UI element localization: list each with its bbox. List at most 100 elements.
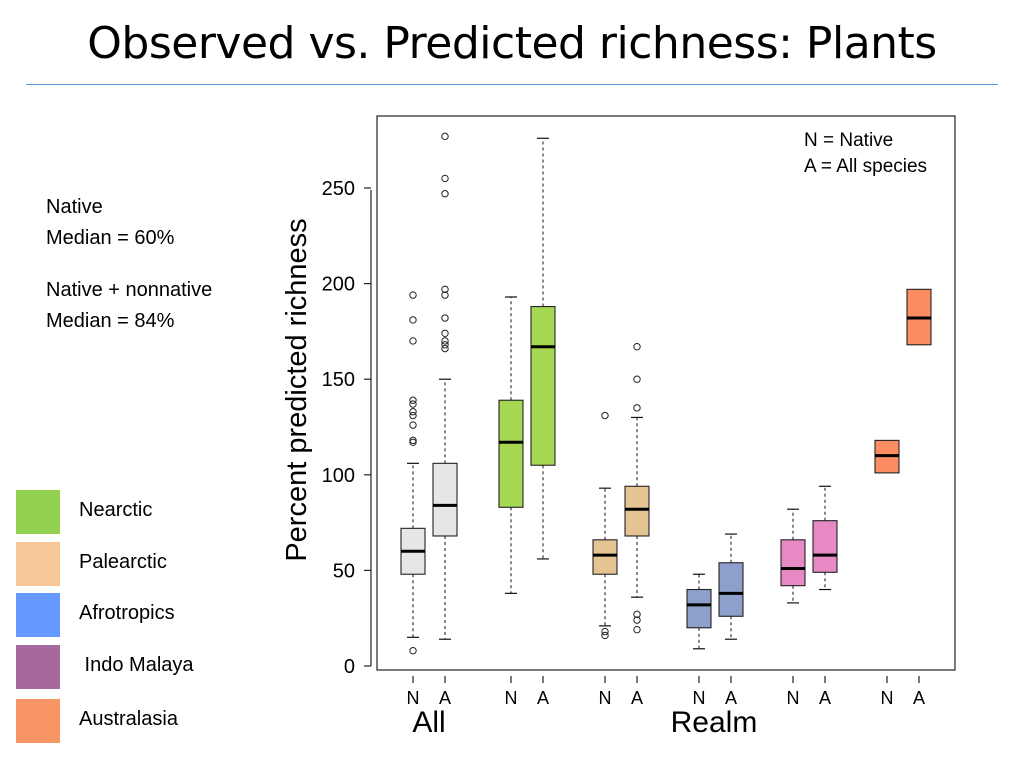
legend-item-nearctic: Nearctic: [16, 490, 276, 534]
outlier-point: [633, 404, 641, 412]
box-afrotropics-n: [686, 573, 712, 650]
box-australasia-n: [874, 439, 900, 474]
box-afrotropics-a: [718, 533, 744, 640]
outlier-point: [409, 408, 417, 416]
slide-title: Observed vs. Predicted richness: Plants: [87, 18, 937, 69]
outlier-point: [601, 627, 609, 636]
legend-swatch-palearctic: [16, 542, 60, 586]
y-tick-label: 0: [344, 656, 355, 678]
box-nearctic-a: [530, 137, 556, 560]
x-tick-label: N: [881, 688, 894, 708]
outlier-point: [633, 375, 641, 383]
box-palearctic-n: [592, 411, 618, 640]
legend-text-all-species: A = All species: [804, 156, 927, 177]
native-median: Median = 60%: [46, 227, 175, 249]
outlier-point: [633, 625, 641, 634]
outlier-point: [409, 647, 417, 655]
y-tick-label: 200: [322, 274, 355, 296]
x-group-label-realm: Realm: [671, 706, 758, 739]
y-tick-label: 50: [333, 560, 355, 582]
x-tick-label: A: [537, 688, 549, 708]
x-group-label-all: All: [412, 706, 445, 739]
box-all-n: [400, 291, 426, 655]
x-tick-label: N: [693, 688, 706, 708]
box-australasia-a: [906, 288, 932, 346]
outlier-point: [441, 285, 449, 294]
x-tick-label: N: [599, 688, 612, 708]
legend-label-indo-malaya: Indo Malaya: [79, 654, 194, 676]
x-tick-label: N: [505, 688, 518, 708]
box-indo-malaya-n: [780, 508, 806, 604]
outlier-point: [633, 342, 641, 351]
outlier-point: [441, 314, 449, 322]
all-species-median: Median = 84%: [46, 310, 175, 332]
outlier-point: [441, 341, 449, 349]
outlier-point: [633, 616, 641, 624]
outlier-point: [409, 396, 417, 404]
legend-swatch-afrotropics: [16, 593, 60, 637]
outlier-point: [409, 438, 417, 446]
box-iqr: [624, 485, 650, 537]
box-iqr: [780, 539, 806, 587]
box-iqr: [686, 588, 712, 629]
outlier-point: [409, 436, 417, 445]
outlier-point: [601, 631, 609, 640]
native-label: Native: [46, 196, 103, 218]
legend-swatch-nearctic: [16, 490, 60, 534]
x-tick-label: N: [787, 688, 800, 708]
legend-text-native: N = Native: [804, 130, 893, 151]
y-axis-label: Percent predicted richness: [281, 218, 313, 561]
box-palearctic-a: [624, 342, 650, 634]
outlier-point: [441, 344, 449, 353]
outlier-point: [409, 411, 417, 420]
outlier-point: [441, 132, 449, 141]
plot-frame: [376, 115, 956, 671]
box-iqr: [592, 539, 618, 575]
box-iqr: [432, 462, 458, 537]
outlier-point: [409, 421, 417, 429]
outlier-point: [441, 291, 449, 299]
legend-label-afrotropics: Afrotropics: [79, 602, 175, 624]
outlier-point: [441, 190, 449, 198]
x-tick-label: A: [725, 688, 737, 708]
native-median-note: Native Median = 60%: [46, 192, 174, 254]
legend-label-australasia: Australasia: [79, 708, 178, 730]
outlier-point: [409, 291, 417, 299]
box-iqr: [718, 562, 744, 617]
outlier-point: [441, 337, 449, 345]
legend-item-indo-malaya: Indo Malaya: [16, 645, 276, 689]
x-tick-label: A: [631, 688, 643, 708]
box-all-a: [432, 132, 458, 640]
y-tick-label: 100: [322, 465, 355, 487]
y-tick-label: 150: [322, 369, 355, 391]
box-nearctic-n: [498, 296, 524, 594]
box-indo-malaya-a: [812, 485, 838, 591]
legend-item-afrotropics: Afrotropics: [16, 593, 276, 637]
legend-label-palearctic: Palearctic: [79, 551, 167, 573]
legend-item-palearctic: Palearctic: [16, 542, 276, 586]
y-tick-label: 250: [322, 178, 355, 200]
outlier-point: [409, 400, 417, 408]
outlier-point: [441, 329, 449, 338]
all-species-label: Native + nonnative: [46, 279, 213, 301]
outlier-point: [633, 610, 641, 619]
box-iqr: [812, 520, 838, 573]
x-tick-label: A: [819, 688, 831, 708]
title-divider: [26, 84, 998, 85]
x-tick-label: N: [407, 688, 420, 708]
y-axis-ticks: 0 50 100 150 200 250: [322, 178, 371, 678]
box-iqr: [530, 305, 556, 466]
legend-item-australasia: Australasia: [16, 699, 276, 743]
boxes-layer: [400, 132, 932, 655]
box-iqr: [498, 399, 524, 508]
legend-swatch-indo-malaya: [16, 645, 60, 689]
outlier-point: [409, 316, 417, 324]
legend-label-nearctic: Nearctic: [79, 499, 153, 521]
legend-swatch-australasia: [16, 699, 60, 743]
outlier-point: [409, 337, 417, 345]
outlier-point: [441, 174, 449, 183]
x-tick-label: A: [439, 688, 451, 708]
outlier-point: [601, 411, 609, 420]
